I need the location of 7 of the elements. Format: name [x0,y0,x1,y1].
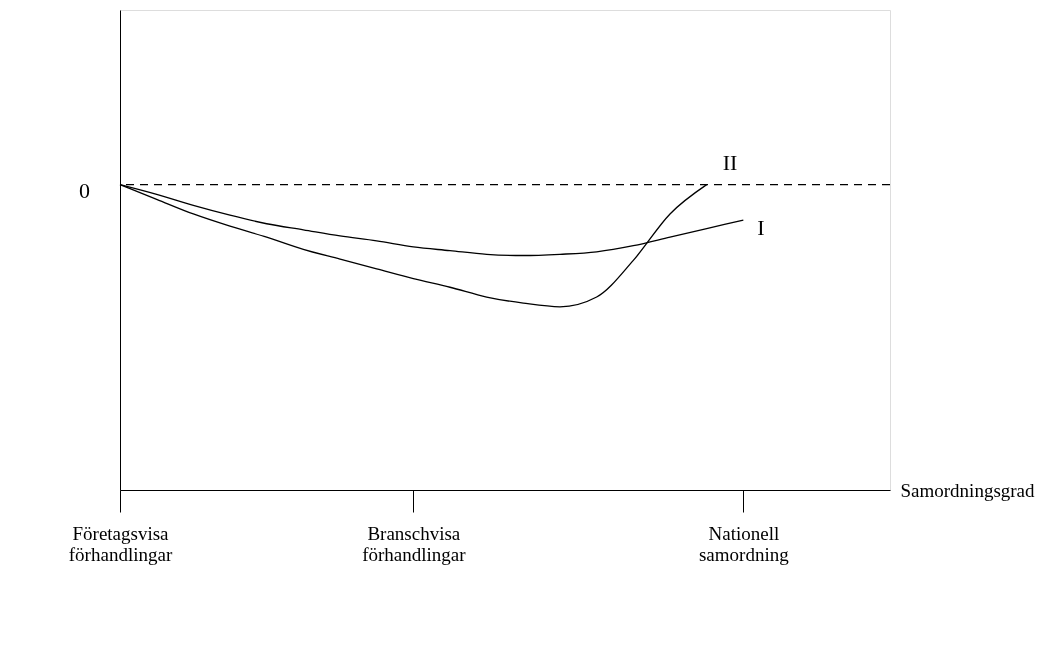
series-label: I [757,215,765,241]
x-tick-label: Branschvisa förhandlingar [362,522,467,565]
ref-line-label: 0 [79,177,90,203]
series-label: II [722,149,738,175]
x-tick-label: Företagsvisa förhandlingar [68,522,173,565]
x-tick-label: Nationell samordning [698,522,790,565]
x-axis-title: Samordningsgrad [900,479,1036,501]
